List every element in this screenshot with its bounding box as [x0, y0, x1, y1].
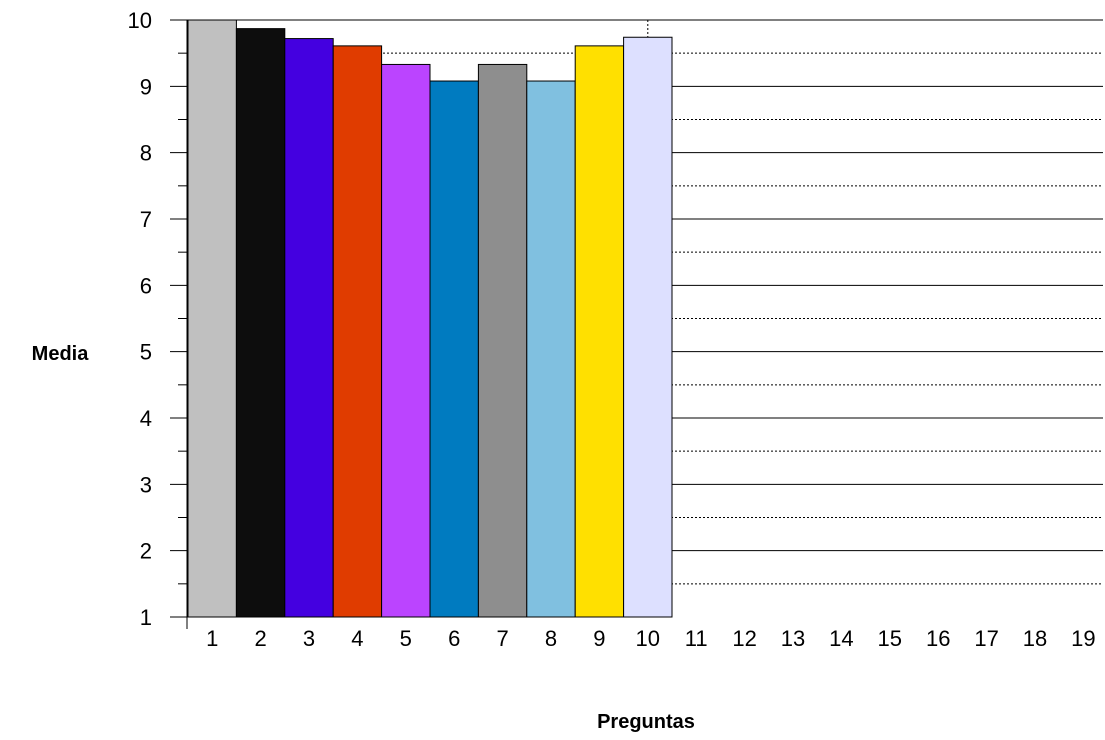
bar-10 — [623, 36, 673, 618]
x-tick-label: 18 — [1023, 626, 1047, 651]
y-tick-label: 6 — [140, 273, 152, 298]
x-axis-title: Preguntas — [597, 711, 695, 733]
x-tick-label: 15 — [878, 626, 902, 651]
y-tick-label: 3 — [140, 472, 152, 497]
x-tick-label: 10 — [636, 626, 660, 651]
x-tick-label: 14 — [829, 626, 853, 651]
x-tick-label: 9 — [593, 626, 605, 651]
x-tick-label: 12 — [732, 626, 756, 651]
x-tick-label: 16 — [926, 626, 950, 651]
y-tick-label: 1 — [140, 605, 152, 630]
bar-8 — [526, 80, 576, 618]
y-tick-label: 7 — [140, 207, 152, 232]
bar-6 — [429, 80, 479, 618]
axes — [170, 19, 649, 629]
x-tick-label: 7 — [496, 626, 508, 651]
bar-9 — [574, 45, 625, 618]
bar-1 — [187, 19, 237, 618]
x-tick-label: 6 — [448, 626, 460, 651]
x-tick-label: 19 — [1071, 626, 1095, 651]
bar-3 — [284, 38, 334, 618]
y-tick-label: 4 — [140, 406, 152, 431]
x-tick-labels: 1 2 3 4 5 6 7 8 9 10 11 12 13 14 15 16 17 18 19 — [206, 626, 1096, 651]
x-tick-label: 11 — [685, 626, 708, 651]
y-tick-label: 5 — [140, 340, 152, 365]
y-tick-label: 10 — [128, 8, 152, 33]
x-tick-label: 2 — [254, 626, 266, 651]
bar-2 — [235, 28, 286, 618]
y-tick-label: 8 — [140, 141, 152, 166]
x-tick-label: 5 — [400, 626, 412, 651]
x-tick-label: 3 — [303, 626, 315, 651]
x-tick-label: 13 — [781, 626, 805, 651]
x-tick-label: 1 — [206, 626, 218, 651]
y-tick-label: 2 — [140, 539, 152, 564]
bars — [187, 19, 673, 618]
y-tick-label: 9 — [140, 74, 152, 99]
y-axis-title: Media — [32, 343, 90, 365]
x-tick-label: 8 — [545, 626, 557, 651]
x-tick-label: 17 — [974, 626, 998, 651]
bar-7 — [477, 63, 528, 618]
y-tick-labels: 1 2 3 4 5 6 7 8 9 10 — [128, 8, 152, 630]
x-tick-label: 4 — [351, 626, 363, 651]
bar-5 — [381, 63, 431, 618]
bar-4 — [332, 45, 383, 618]
